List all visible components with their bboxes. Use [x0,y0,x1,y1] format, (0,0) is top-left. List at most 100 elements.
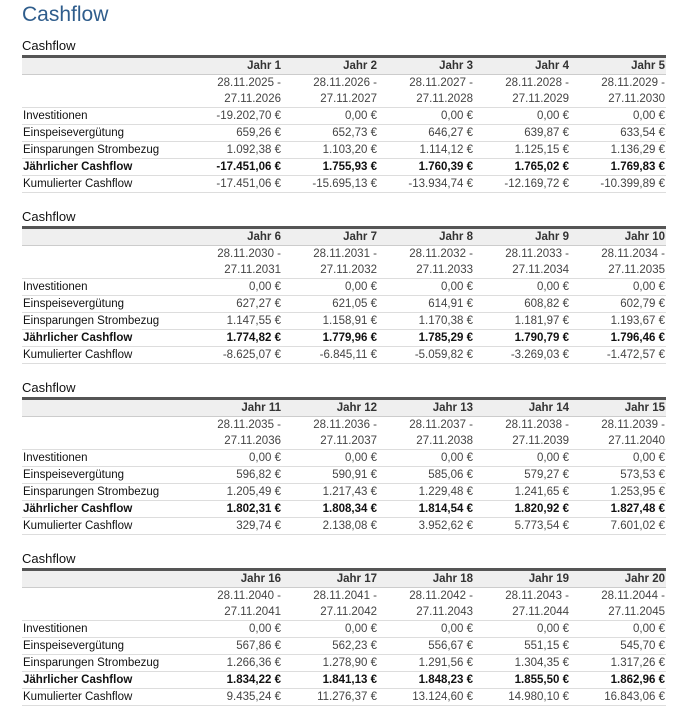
table-row: Einspeisevergütung 567,86 €562,23 €556,67… [22,637,666,655]
date-from-row: 28.11.2035 - 28.11.2036 - 28.11.2037 - 28.1… [22,417,666,434]
value-cell: 1.291,56 € [378,654,474,672]
year-header: Jahr 20 [570,569,666,588]
value-cell: 3.952,62 € [378,517,474,535]
header-row: Jahr 11 Jahr 12 Jahr 13 Jahr 14 Jahr 15 [22,398,666,417]
value-cell: 0,00 € [282,620,378,638]
value-cell: 1.181,97 € [474,312,570,330]
row-label: Kumulierter Cashflow [22,346,186,364]
value-cell: 1.808,34 € [282,500,378,518]
table-row: Jährlicher Cashflow 1.802,31 €1.808,34 € 1… [22,500,666,518]
value-cell: 1.114,12 € [378,141,474,159]
row-label: Kumulierter Cashflow [22,175,186,193]
table-row: Kumulierter Cashflow -8.625,07 € -6.845,11… [22,346,666,364]
year-header: Jahr 17 [282,569,378,588]
row-label: Einsparungen Strombezug [22,141,186,159]
value-cell: 13.124,60 € [378,688,474,706]
value-cell: 567,86 € [186,637,282,655]
value-cell: 0,00 € [474,278,570,296]
row-label: Einsparungen Strombezug [22,312,186,330]
value-cell: -15.695,13 € [282,175,378,193]
date-from: 28.11.2040 - [217,590,281,602]
table-row: Einspeisevergütung 596,82 €590,91 €585,06… [22,466,666,484]
row-label: Investitionen [22,620,186,638]
cashflow-section: Cashflow Jahr 1 Jahr 2 Jahr 3 Jahr 4 Jahr 5 28… [22,37,666,208]
value-cell: 1.760,39 € [378,158,474,176]
value-cell: 1.103,20 € [282,141,378,159]
value-cell: 1.802,31 € [186,500,282,518]
empty-cell [22,433,186,450]
value-cell: 1.136,29 € [570,141,666,159]
value-cell: 608,82 € [474,295,570,313]
date-from: 28.11.2034 - [601,248,665,260]
value-cell: 16.843,06 € [570,688,666,706]
empty-cell [22,246,186,263]
date-from: 28.11.2033 - [505,248,569,260]
value-cell: 0,00 € [378,278,474,296]
year-header: Jahr 2 [282,56,378,75]
table-row: Einspeisevergütung 627,27 €621,05 €614,91… [22,295,666,313]
empty-cell [22,262,186,279]
table-caption: Cashflow [22,209,76,224]
date-from: 28.11.2036 - [313,419,377,431]
value-cell: 1.125,15 € [474,141,570,159]
row-label: Jährlicher Cashflow [22,500,186,518]
row-label: Einspeisevergütung [22,124,186,142]
cashflow-section: Cashflow Jahr 11 Jahr 12 Jahr 13 Jahr 14 Jahr… [22,379,666,550]
table-caption: Cashflow [22,380,76,395]
value-cell: 551,15 € [474,637,570,655]
table-row: Kumulierter Cashflow 329,74 €2.138,08 €3.… [22,517,666,535]
header-row: Jahr 6 Jahr 7 Jahr 8 Jahr 9 Jahr 10 [22,227,666,246]
value-cell: 5.773,54 € [474,517,570,535]
cashflow-tables: Cashflow Jahr 1 Jahr 2 Jahr 3 Jahr 4 Jahr 5 28… [22,37,666,721]
date-to: 27.11.2032 [282,262,378,279]
cashflow-section: Cashflow Jahr 6 Jahr 7 Jahr 8 Jahr 9 Jahr 10 2… [22,208,666,379]
empty-cell [22,417,186,434]
year-header: Jahr 13 [378,398,474,417]
year-header: Jahr 6 [186,227,282,246]
row-label: Einsparungen Strombezug [22,654,186,672]
date-from: 28.11.2029 - [601,77,665,89]
date-to-row: 27.11.2026 27.11.2027 27.11.2028 27.11.2029… [22,91,666,108]
year-header: Jahr 12 [282,398,378,417]
value-cell: 7.601,02 € [570,517,666,535]
value-cell: 0,00 € [186,449,282,467]
date-from: 28.11.2039 - [601,419,665,431]
date-from-row: 28.11.2025 - 28.11.2026 - 28.11.2027 - 28.1… [22,75,666,92]
cashflow-table: Jahr 16 Jahr 17 Jahr 18 Jahr 19 Jahr 20 28.11… [22,568,666,706]
value-cell: 1.092,38 € [186,141,282,159]
date-to: 27.11.2036 [186,433,282,450]
date-from: 28.11.2042 - [409,590,473,602]
value-cell: 1.170,38 € [378,312,474,330]
date-to: 27.11.2044 [474,604,570,621]
row-label: Einspeisevergütung [22,466,186,484]
year-header: Jahr 11 [186,398,282,417]
value-cell: 1.317,26 € [570,654,666,672]
date-to-row: 27.11.2041 27.11.2042 27.11.2043 27.11.2044… [22,604,666,621]
value-cell: 0,00 € [570,278,666,296]
row-label: Jährlicher Cashflow [22,329,186,347]
row-label: Jährlicher Cashflow [22,158,186,176]
date-to: 27.11.2040 [570,433,666,450]
value-cell: 1.790,79 € [474,329,570,347]
date-from: 28.11.2030 - [217,248,281,260]
row-label: Einspeisevergütung [22,295,186,313]
value-cell: 1.241,65 € [474,483,570,501]
year-header: Jahr 8 [378,227,474,246]
value-cell: -5.059,82 € [378,346,474,364]
value-cell: 1.827,48 € [570,500,666,518]
row-label: Einsparungen Strombezug [22,483,186,501]
date-to: 27.11.2027 [282,91,378,108]
value-cell: 646,27 € [378,124,474,142]
header-row: Jahr 16 Jahr 17 Jahr 18 Jahr 19 Jahr 20 [22,569,666,588]
year-header: Jahr 9 [474,227,570,246]
year-header: Jahr 3 [378,56,474,75]
date-to: 27.11.2035 [570,262,666,279]
table-row: Einspeisevergütung 659,26 €652,73 €646,27… [22,124,666,142]
value-cell: 1.796,46 € [570,329,666,347]
value-cell: 1.304,35 € [474,654,570,672]
date-to: 27.11.2043 [378,604,474,621]
value-cell: 614,91 € [378,295,474,313]
date-from: 28.11.2038 - [505,419,569,431]
date-to: 27.11.2030 [570,91,666,108]
value-cell: 0,00 € [474,620,570,638]
